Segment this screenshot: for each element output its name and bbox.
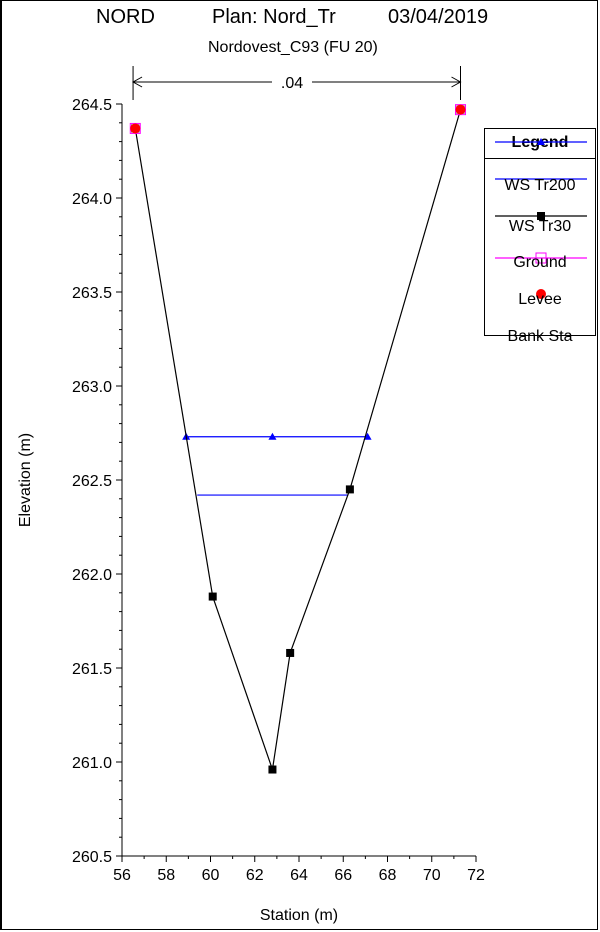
- y-tick-label: 260.5: [72, 849, 112, 866]
- manning-arrowhead-right: [451, 76, 462, 88]
- legend-label-ws-tr200: WS Tr200: [504, 177, 576, 194]
- legend-label-ws-tr30: WS Tr30: [508, 218, 572, 235]
- point-ground: [286, 648, 295, 657]
- legend-label-bank-sta: Bank Sta: [507, 328, 573, 345]
- legend-marker-ground: [537, 212, 545, 220]
- legend-divider: [485, 158, 595, 159]
- point-ws-tr200: [363, 432, 372, 440]
- legend-marker-levee: [535, 252, 547, 264]
- x-tick-label: 60: [202, 867, 220, 884]
- y-tick-label: 263.0: [72, 379, 112, 396]
- point-ground: [208, 592, 217, 601]
- legend-symbols: [495, 138, 587, 299]
- y-axis-title: Elevation (m): [17, 433, 34, 527]
- legend-marker-bank-sta: [536, 289, 546, 299]
- point-bank-sta: [455, 104, 466, 115]
- x-axis-title: Station (m): [260, 907, 338, 924]
- legend-label-levee: Levee: [518, 291, 562, 308]
- date-title: 03/04/2019: [388, 6, 489, 28]
- x-tick-label: 66: [334, 867, 352, 884]
- x-tick-label: 62: [246, 867, 264, 884]
- x-tick-label: 68: [379, 867, 397, 884]
- x-tick-label: 58: [157, 867, 175, 884]
- manning-n-label: .04: [281, 75, 303, 92]
- point-ws-tr200: [268, 432, 277, 440]
- legend-marker-ws-tr200: [537, 138, 545, 145]
- cross-section-subtitle: Nordovest_C93 (FU 20): [208, 39, 378, 56]
- y-tick-label: 263.5: [72, 285, 112, 302]
- plan-title: Plan: Nord_Tr: [212, 6, 336, 28]
- y-tick-label: 264.0: [72, 191, 112, 208]
- x-tick-label: 70: [423, 867, 441, 884]
- y-tick-label: 261.5: [72, 661, 112, 678]
- y-tick-label: 261.0: [72, 755, 112, 772]
- legend-label-ground: Ground: [513, 254, 567, 271]
- y-tick-label: 262.5: [72, 473, 112, 490]
- plot-series: [129, 104, 467, 774]
- axes: 56 58 60 62 64 66 68 70 72 260.5 261.0 261.5 262.0 26…: [17, 66, 485, 924]
- point-bank-sta: [130, 123, 141, 134]
- manning-arrowhead-left: [132, 76, 143, 88]
- x-tick-label: 56: [113, 867, 131, 884]
- x-tick-label: 72: [467, 867, 485, 884]
- river-title: NORD: [96, 6, 155, 28]
- y-tick-label: 264.5: [72, 97, 112, 114]
- series-line-ground: [134, 109, 462, 770]
- legend: Legend WS Tr200 WS Tr30 Ground Levee Ban…: [484, 128, 596, 345]
- x-tick-label: 64: [290, 867, 308, 884]
- point-ground: [345, 485, 354, 494]
- y-tick-label: 262.0: [72, 567, 112, 584]
- point-ground: [268, 765, 277, 774]
